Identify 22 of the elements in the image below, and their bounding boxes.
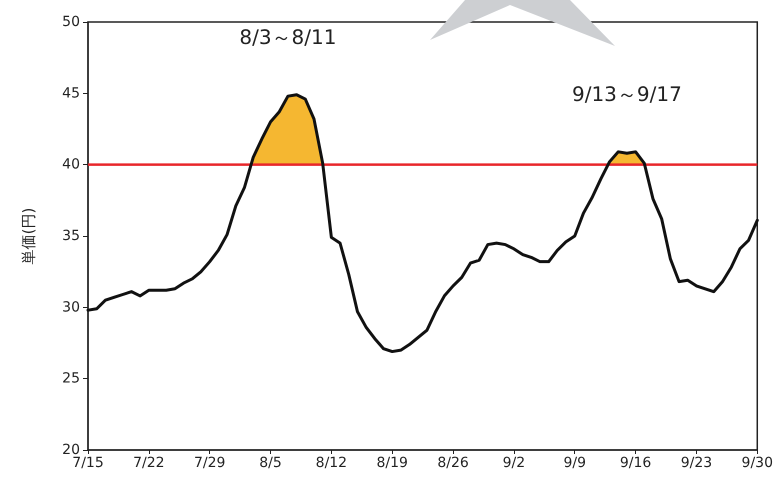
x-tick-label: 9/16 [620, 455, 652, 471]
y-tick-label: 35 [62, 228, 80, 244]
x-tick-label: 8/19 [376, 455, 408, 471]
x-tick-label: 9/2 [502, 455, 526, 471]
y-tick-label: 20 [62, 442, 80, 458]
annotation: 9/13～9/17 [572, 82, 682, 106]
x-tick-label: 8/26 [437, 455, 469, 471]
y-tick-label: 50 [62, 14, 80, 30]
y-tick-label: 30 [62, 299, 80, 316]
x-tick-label: 8/12 [316, 455, 348, 471]
x-tick-label: 9/23 [680, 455, 712, 471]
x-tick-label: 8/5 [259, 455, 282, 471]
x-tick-label: 7/15 [72, 455, 104, 471]
x-tick-label: 7/22 [133, 455, 165, 471]
y-tick-label: 40 [62, 156, 80, 173]
y-tick-label: 25 [62, 370, 80, 387]
x-tick-label: 7/29 [194, 455, 226, 471]
x-tick-label: 9/9 [563, 455, 586, 471]
x-tick-label: 9/30 [742, 455, 774, 471]
y-axis-title: 単価(円) [20, 208, 38, 264]
annotation: 8/3～8/11 [239, 24, 336, 49]
y-tick-label: 45 [62, 85, 80, 102]
